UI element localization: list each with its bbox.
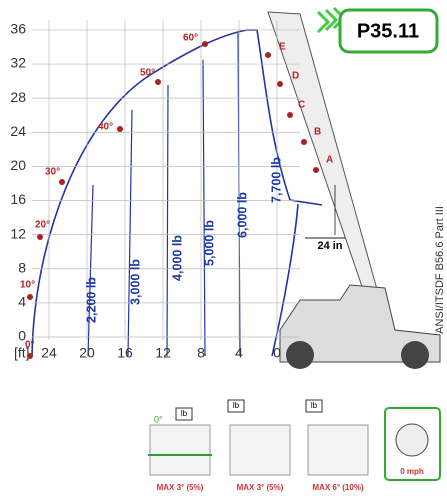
- angle-dot: [155, 79, 161, 85]
- y-tick-label: 24: [10, 123, 26, 139]
- x-tick-label: 8: [197, 345, 205, 361]
- load-label: 2,200 lb: [84, 277, 98, 323]
- extension-label: C: [298, 100, 305, 111]
- extension-label: E: [279, 42, 286, 53]
- extension-label: B: [314, 127, 321, 138]
- extension-label: D: [292, 71, 299, 82]
- x-tick-label: 20: [79, 345, 95, 361]
- dimension-label: 24 in: [317, 240, 342, 252]
- wheel: [286, 341, 314, 369]
- x-tick-label: 12: [155, 345, 171, 361]
- y-tick-label: 4: [18, 294, 26, 310]
- y-tick-label: 20: [10, 157, 26, 173]
- lb-label: lb: [311, 401, 318, 410]
- extension-dot: [313, 167, 319, 173]
- icon-frame: [150, 425, 210, 475]
- angle-dot: [59, 179, 65, 185]
- wheel-icon: [396, 424, 428, 456]
- angle-label: 10°: [20, 280, 35, 291]
- extension-dot: [287, 112, 293, 118]
- x-tick-label: 4: [235, 345, 243, 361]
- angle-dot: [27, 353, 33, 359]
- icon-frame: [308, 425, 368, 475]
- extension-dot: [277, 81, 283, 87]
- speed-label: 0 mph: [400, 467, 424, 476]
- standard: ANSI/ITSDF B56.6 Part III: [434, 206, 446, 334]
- x-tick-label: 0: [273, 345, 281, 361]
- lb-label: lb: [181, 409, 188, 418]
- load-label: 3,000 lb: [128, 259, 142, 305]
- footer-caption: MAX 6° (10%): [312, 483, 364, 492]
- background: [0, 0, 447, 496]
- footer-caption: MAX 3° (5%): [237, 483, 284, 492]
- load-label: 4,000 lb: [170, 235, 184, 281]
- load-label: 6,000 lb: [235, 192, 249, 238]
- wheel: [401, 341, 429, 369]
- tilt-label: 0°: [154, 414, 163, 424]
- angle-dot: [37, 234, 43, 240]
- angle-label: 20°: [35, 220, 50, 231]
- angle-dot: [27, 294, 33, 300]
- y-tick-label: 16: [10, 191, 26, 207]
- icon-frame: [230, 425, 290, 475]
- extension-dot: [265, 52, 271, 58]
- lb-label: lb: [233, 401, 240, 410]
- badge-text: P35.11: [357, 20, 419, 42]
- y-tick-label: 8: [18, 259, 26, 275]
- y-tick-label: 28: [10, 89, 26, 105]
- x-tick-label: 24: [41, 345, 57, 361]
- angle-label: 30°: [45, 167, 60, 178]
- load-label: 5,000 lb: [202, 220, 216, 266]
- angle-label: 40°: [98, 122, 113, 133]
- angle-dot: [117, 126, 123, 132]
- extension-label: A: [326, 155, 333, 166]
- extension-dot: [301, 139, 307, 145]
- x-tick-label: 16: [117, 345, 133, 361]
- footer-caption: MAX 3° (5%): [157, 483, 204, 492]
- angle-label: 60°: [183, 33, 198, 44]
- y-tick-label: 36: [10, 21, 26, 37]
- load-label: 7,700 lb: [269, 157, 283, 203]
- angle-label: 0°: [25, 340, 35, 351]
- load-chart: 24 in P35.11 ANSI/ITSDF B56.6 Part III […: [0, 0, 447, 496]
- y-tick-label: 12: [10, 225, 26, 241]
- y-tick-label: 32: [10, 55, 26, 71]
- angle-label: 50°: [140, 68, 155, 79]
- angle-dot: [202, 41, 208, 47]
